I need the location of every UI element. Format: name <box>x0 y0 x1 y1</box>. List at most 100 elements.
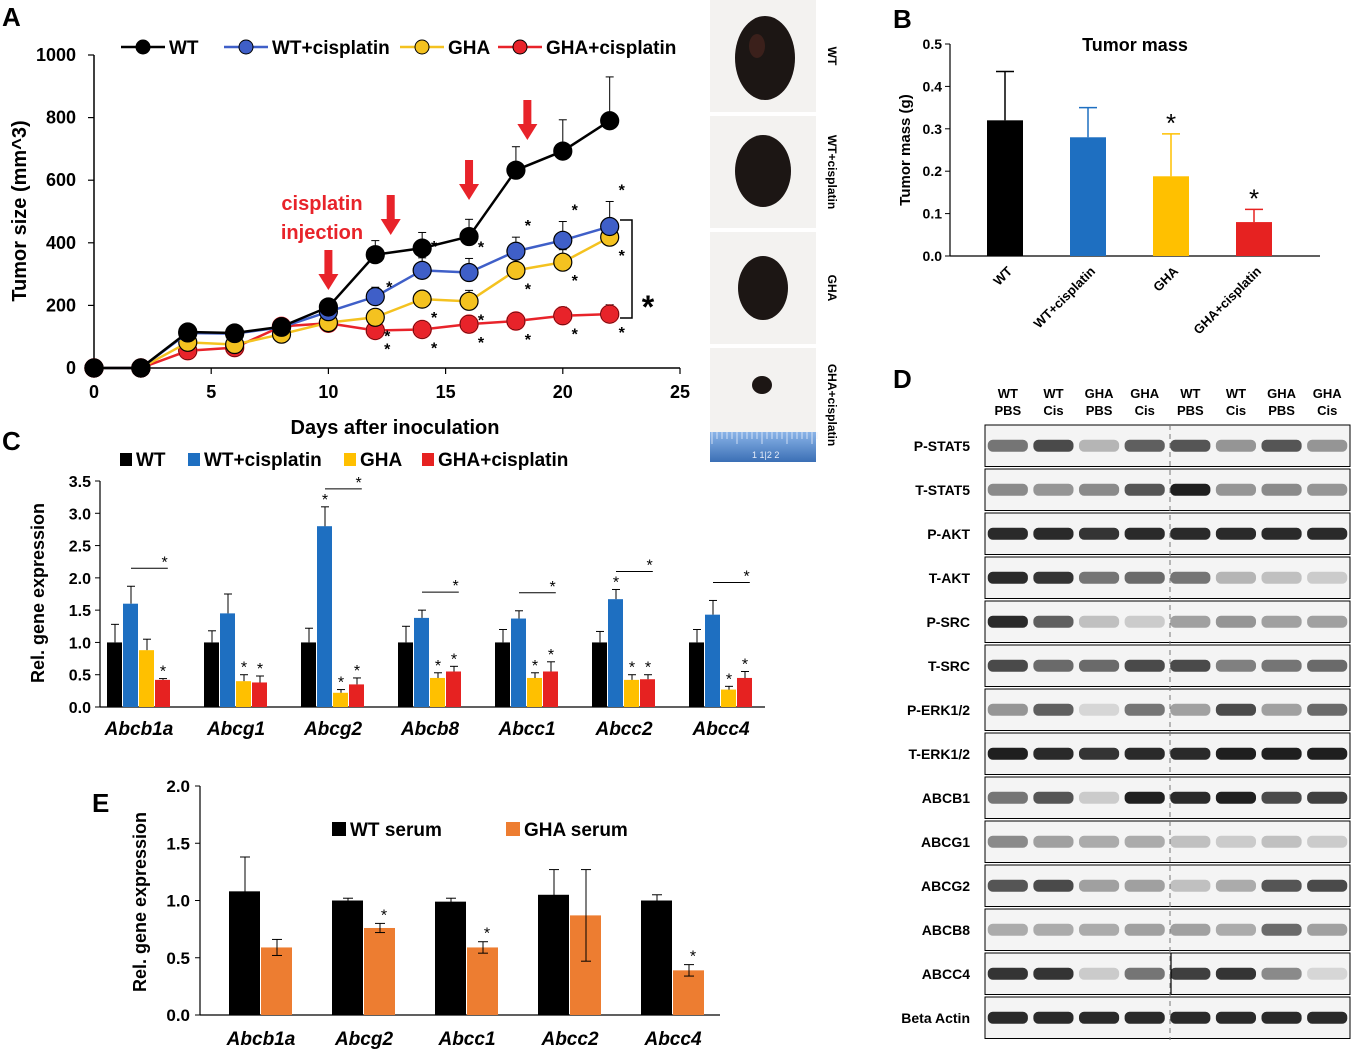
band-4-2 <box>1078 615 1120 628</box>
c-bar-4-0 <box>495 642 510 707</box>
sig-star-3-22: * <box>619 325 626 342</box>
point-0-6 <box>365 245 385 265</box>
photo-label-0: WT <box>825 47 839 66</box>
c-star-1-3: * <box>257 661 263 678</box>
band-12-7 <box>1307 967 1348 980</box>
blot-row-0: P-STAT5 <box>914 424 1351 467</box>
band-5-2 <box>1078 659 1120 672</box>
band-3-3 <box>1124 571 1165 584</box>
b-ytick-label-2: 0.2 <box>923 163 943 179</box>
c-bar-2-2 <box>333 692 348 707</box>
band-4-0 <box>987 615 1028 628</box>
sig-star-2-12: * <box>384 328 391 345</box>
band-6-6 <box>1261 703 1302 716</box>
band-6-2 <box>1078 703 1120 716</box>
panel-d-label: D <box>893 364 912 394</box>
a-xtick-label-4: 20 <box>553 382 573 402</box>
legend-label-3: GHA+cisplatin <box>546 38 676 59</box>
band-7-4 <box>1170 747 1211 760</box>
c-legend-swatch-2 <box>344 453 356 466</box>
band-4-1 <box>1033 615 1074 628</box>
band-1-6 <box>1261 483 1302 496</box>
c-star-3-3: * <box>451 651 457 668</box>
legend-label-2: GHA <box>448 38 491 59</box>
e-legend-swatch-0 <box>332 822 346 836</box>
band-4-7 <box>1307 615 1348 628</box>
a-xtick-label-2: 10 <box>318 382 338 402</box>
band-3-2 <box>1078 571 1120 584</box>
band-8-0 <box>987 791 1028 804</box>
e-ytick-label-4: 2.0 <box>166 777 190 796</box>
band-5-6 <box>1261 659 1302 672</box>
panel-a-xlabel: Days after inoculation <box>291 417 500 439</box>
band-5-3 <box>1124 659 1165 672</box>
c-xlabel-6: Abcc4 <box>691 719 749 740</box>
band-5-1 <box>1033 659 1074 672</box>
band-1-0 <box>987 483 1028 496</box>
c-bar-3-0 <box>398 642 413 707</box>
band-13-2 <box>1078 1011 1120 1024</box>
band-3-7 <box>1307 571 1348 584</box>
a-ytick-label-5: 1000 <box>36 45 76 65</box>
c-bar-1-2 <box>236 681 251 707</box>
c-bracket-star-6: * <box>743 568 749 585</box>
c-bracket-star-2: * <box>355 475 361 492</box>
sig-star-3-20: * <box>572 327 579 344</box>
band-12-4 <box>1170 967 1211 980</box>
panel-a-series: ** ****** ** *** * * * * * <box>84 76 626 378</box>
band-5-4 <box>1170 659 1211 672</box>
band-11-7 <box>1307 923 1348 936</box>
c-star-5-2: * <box>629 660 635 677</box>
a-ytick-label-1: 200 <box>46 295 76 315</box>
band-9-4 <box>1170 835 1211 848</box>
band-6-3 <box>1124 703 1165 716</box>
c-legend-label-3: GHA+cisplatin <box>438 450 568 471</box>
band-10-6 <box>1261 879 1302 892</box>
col-header-bottom-5: Cis <box>1226 403 1246 418</box>
panel-e-label: E <box>92 788 109 818</box>
band-2-2 <box>1078 527 1120 540</box>
blot-row-6: P-ERK1/2 <box>907 688 1351 731</box>
c-bar-6-0 <box>689 642 704 707</box>
band-3-6 <box>1261 571 1302 584</box>
c-xlabel-3: Abcb8 <box>400 719 460 740</box>
band-7-7 <box>1307 747 1348 760</box>
b-ytick-label-0: 0.0 <box>923 248 943 264</box>
band-8-1 <box>1033 791 1074 804</box>
ruler-marks: 1 1|2 2 <box>752 450 779 460</box>
point-2-9 <box>506 260 526 280</box>
col-header-top-7: GHA <box>1313 386 1343 401</box>
b-xlabel-3: GHA+cisplatin <box>1190 263 1264 337</box>
blot-row-11: ABCB8 <box>922 908 1351 951</box>
panel-a-ylabel: Tumor size (mm^3) <box>9 120 31 301</box>
panel-b-chart: 0.0 0.1 0.2 0.3 0.4 0.5 WT WT+cisplatin * GHA * GHA… <box>923 36 1272 337</box>
b-ytick-label-3: 0.3 <box>923 121 943 137</box>
b-bar-1 <box>1070 137 1106 256</box>
point-0-7 <box>412 238 432 258</box>
band-6-7 <box>1307 703 1348 716</box>
point-2-10 <box>553 252 573 272</box>
c-xlabel-2: Abcg2 <box>303 719 363 740</box>
band-4-6 <box>1261 615 1302 628</box>
band-9-3 <box>1124 835 1165 848</box>
panel-c-chart: 0.0 0.5 1.0 1.5 2.0 2.5 3.0 3.5 * Abcb1a * * * Abcg1 *… <box>69 474 752 740</box>
band-1-4 <box>1170 483 1211 496</box>
sig-star-2-14: * <box>431 310 438 327</box>
c-legend-swatch-1 <box>188 453 200 466</box>
c-bar-5-2 <box>624 679 639 707</box>
point-0-11 <box>600 111 620 131</box>
significance-star: * <box>642 289 655 325</box>
tumor-wt <box>735 16 795 100</box>
band-12-2 <box>1078 967 1120 980</box>
band-12-3 <box>1124 967 1165 980</box>
injection-label-line1: cisplatin <box>281 193 362 215</box>
sig-star-2-18: * <box>525 281 532 298</box>
e-bar-1-1 <box>364 927 395 1015</box>
band-0-0 <box>987 439 1028 452</box>
c-ytick-label-4: 2.0 <box>69 571 91 588</box>
band-7-2 <box>1078 747 1120 760</box>
c-bar-4-3 <box>543 671 558 707</box>
ruler <box>710 432 816 462</box>
e-ytick-label-0: 0.0 <box>166 1006 190 1025</box>
b-bar-0 <box>987 120 1023 256</box>
